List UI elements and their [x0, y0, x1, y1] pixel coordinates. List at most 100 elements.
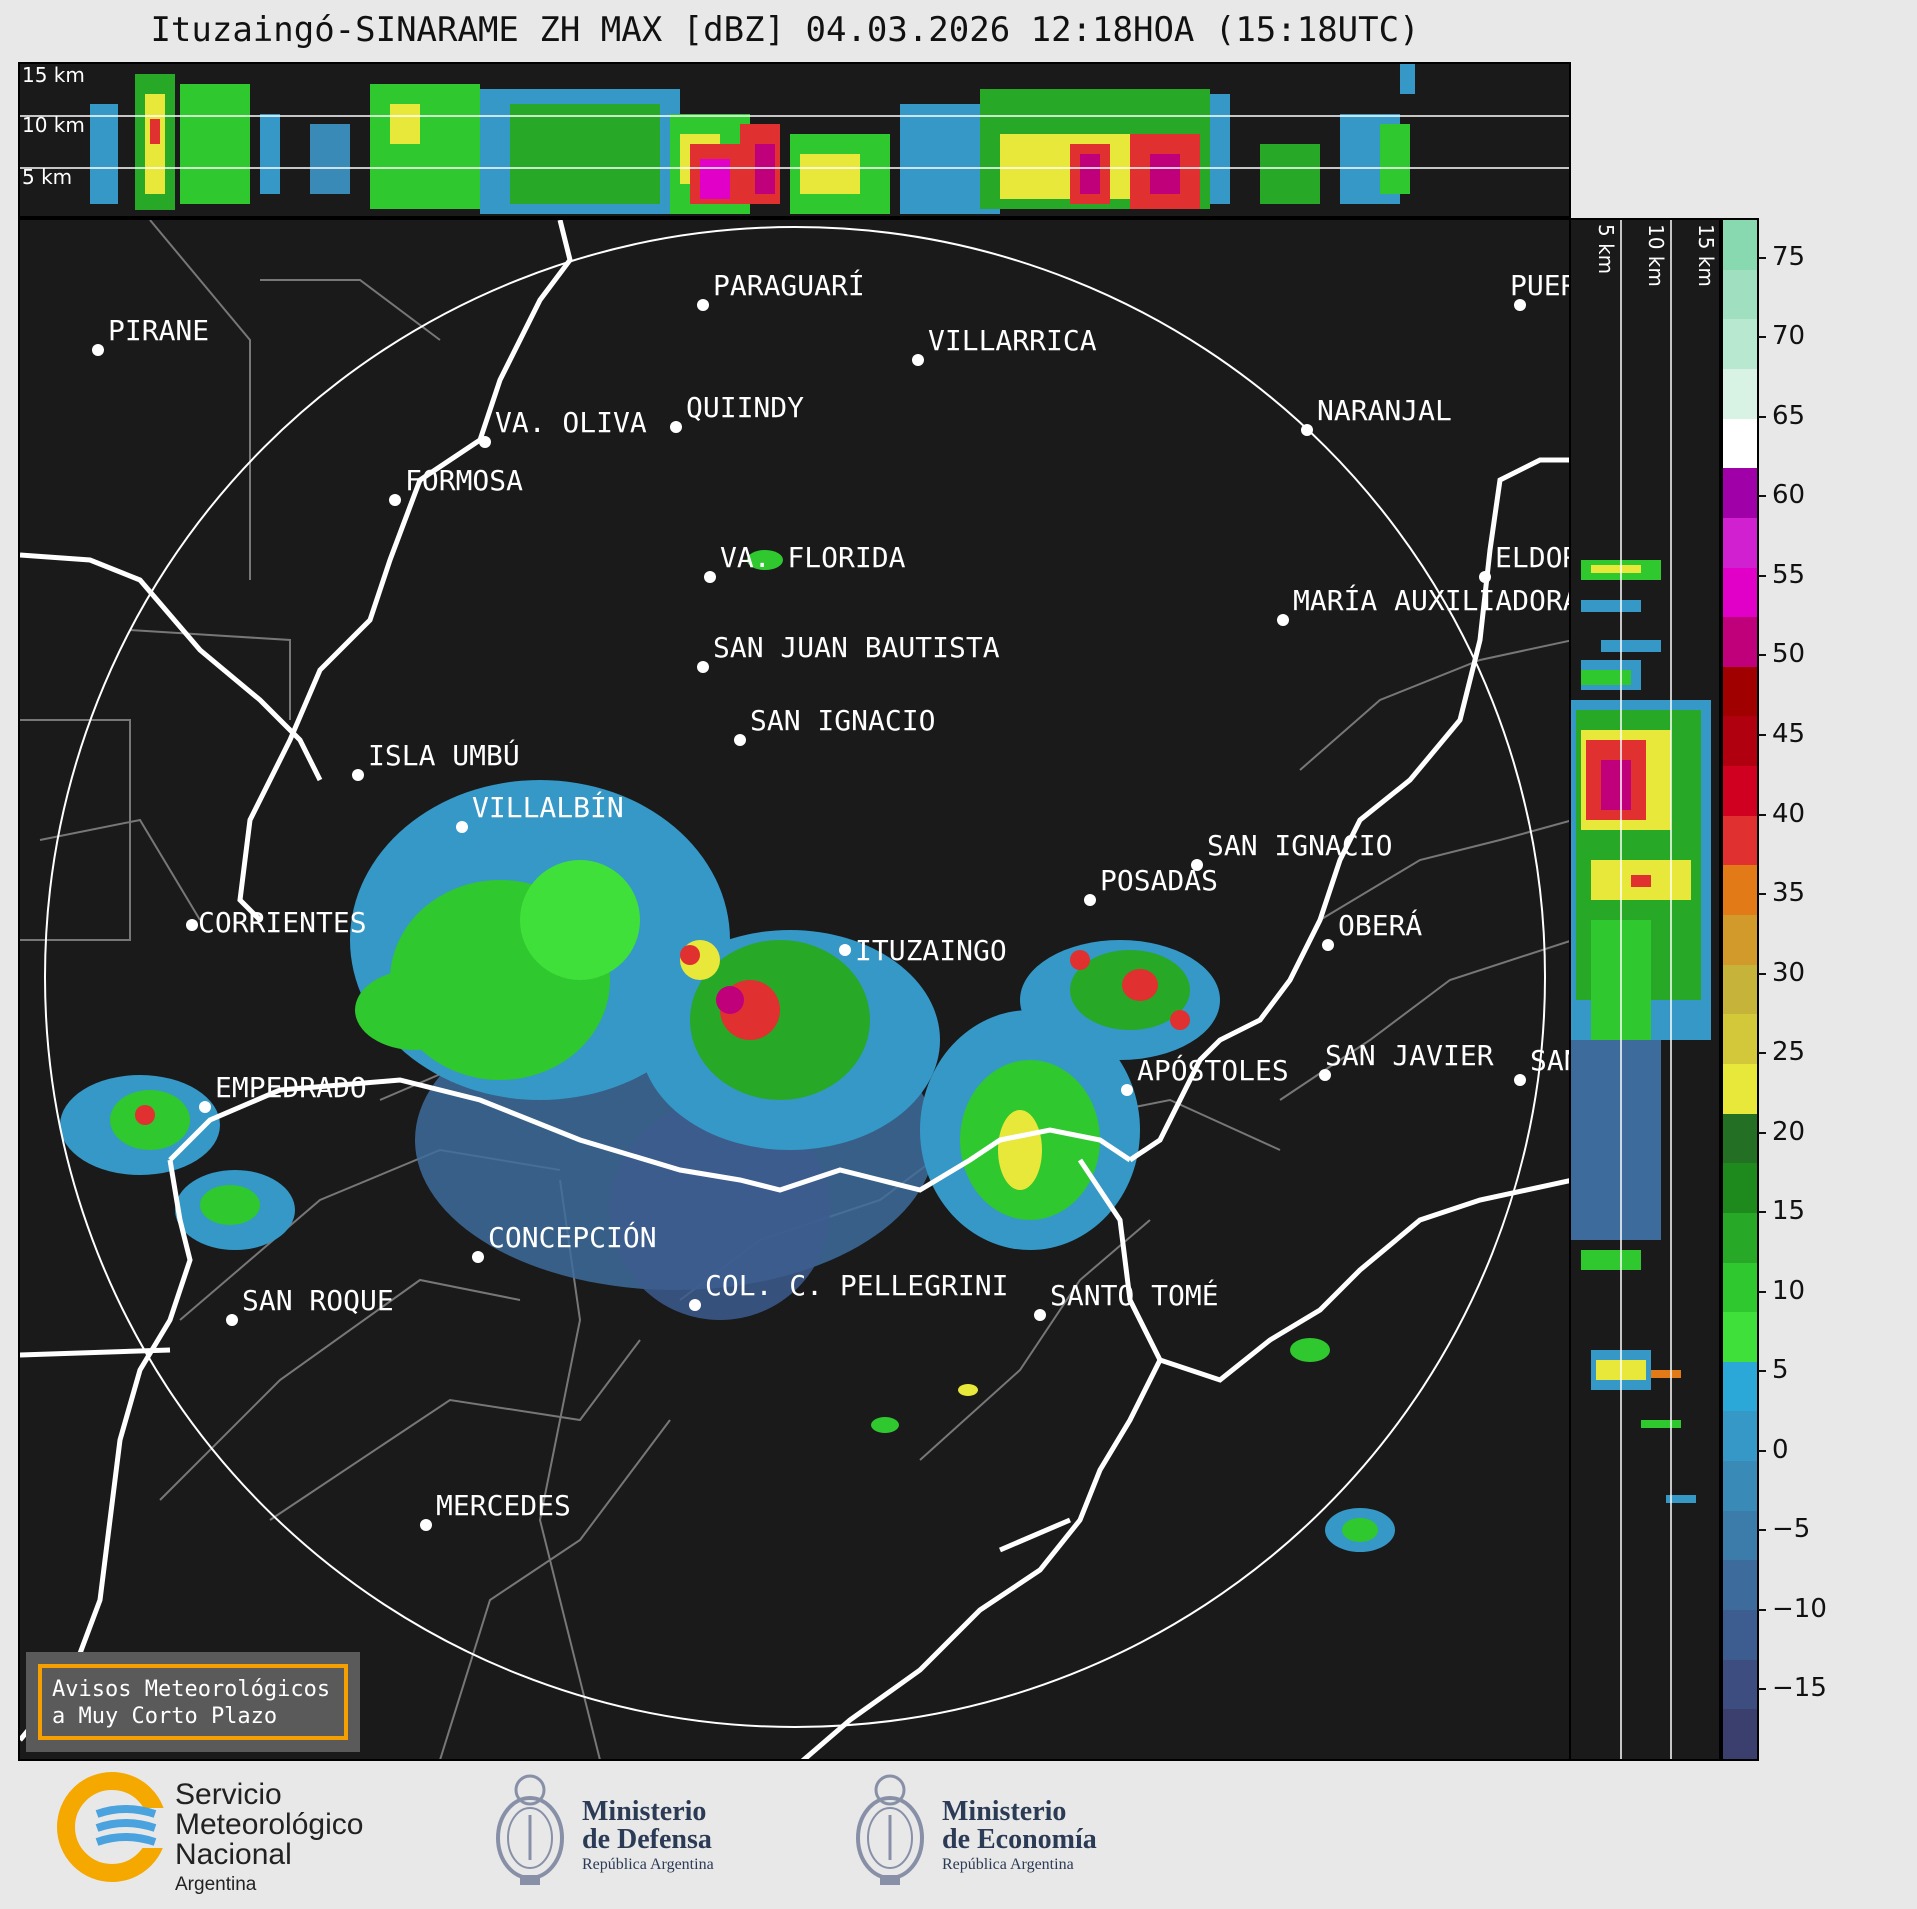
colorbar-tick: 15	[1758, 1196, 1830, 1226]
city-villarrica[interactable]: VILLARRICA	[912, 324, 1097, 366]
city-mercedes[interactable]: MERCEDES	[420, 1489, 571, 1531]
colorbar-segment	[1723, 915, 1757, 966]
side-alt-label-10km: 10 km	[1644, 224, 1668, 287]
city-formosa[interactable]: FORMOSA	[389, 464, 523, 506]
colorbar-segment	[1723, 1461, 1757, 1512]
city-santo-tome[interactable]: SANTO TOMÉ	[1034, 1278, 1219, 1321]
city-san-javier[interactable]: SAN JAVIER	[1319, 1039, 1494, 1081]
svg-text:SAN PEDRO: SAN PEDRO	[1530, 1044, 1571, 1077]
svg-text:POSADAS: POSADAS	[1100, 864, 1218, 897]
svg-text:ELDORADO: ELDORADO	[1495, 541, 1571, 574]
colorbar-tick: 20	[1758, 1117, 1830, 1147]
city-obera[interactable]: OBERÁ	[1322, 908, 1422, 951]
economia-line-3: República Argentina	[942, 1856, 1074, 1873]
notice-line-2: a Muy Corto Plazo	[52, 1704, 278, 1729]
colorbar-segment	[1723, 964, 1757, 1016]
colorbar-segment	[1723, 468, 1757, 519]
colorbar-tick: −10	[1758, 1594, 1830, 1624]
colorbar-segment	[1723, 617, 1757, 668]
city-villalbin[interactable]: VILLALBÍN	[456, 790, 624, 833]
colorbar-segment	[1723, 1113, 1757, 1165]
colorbar-segment	[1723, 1709, 1757, 1759]
colorbar-segment	[1723, 865, 1757, 917]
colorbar-tick: 65	[1758, 401, 1830, 431]
svg-text:FORMOSA: FORMOSA	[405, 464, 523, 497]
svg-text:PIRANE: PIRANE	[108, 314, 209, 347]
svg-text:CORRIENTES: CORRIENTES	[198, 906, 367, 939]
colorbar-tick: 50	[1758, 639, 1830, 669]
colorbar-tick: 10	[1758, 1276, 1830, 1306]
colorbar-segment	[1723, 1212, 1757, 1264]
colorbar-tick: 30	[1758, 958, 1830, 988]
colorbar-segment	[1723, 567, 1757, 619]
svg-text:CONCEPCIÓN: CONCEPCIÓN	[488, 1220, 657, 1254]
colorbar-segment	[1723, 220, 1757, 271]
city-isla-umbu[interactable]: ISLA UMBÚ	[352, 738, 520, 781]
colorbar-tick: 75	[1758, 242, 1830, 272]
top-alt-label-10km: 10 km	[22, 113, 85, 137]
svg-text:VILLALBÍN: VILLALBÍN	[472, 790, 624, 824]
ministerio-economia-text: Ministerio de Economía República Argenti…	[942, 1798, 1097, 1874]
city-apostoles[interactable]: APÓSTOLES	[1121, 1053, 1289, 1096]
svg-text:VA. OLIVA: VA. OLIVA	[495, 406, 647, 439]
city-naranjal[interactable]: NARANJAL	[1301, 394, 1452, 436]
colorbar-segment	[1723, 1610, 1757, 1661]
city-corrientes[interactable]: CORRIENTES	[186, 906, 367, 939]
city-ituzaingo[interactable]: ITUZAINGO	[839, 934, 1007, 967]
side-alt-label-5km: 5 km	[1594, 224, 1618, 274]
colorbar-segment	[1723, 1262, 1757, 1314]
city-empedrado[interactable]: EMPEDRADO	[199, 1071, 367, 1113]
top-cross-section-panel: 15 km 10 km 5 km	[18, 62, 1571, 218]
city-puerto-iguazu[interactable]: PUERTO IGUAZÚ	[1510, 268, 1571, 311]
page-title: Ituzaingó-SINARAME ZH MAX [dBZ] 04.03.20…	[150, 10, 1420, 50]
radar-map-svg: PIRANE PARAGUARÍ VILLARRICA QUIINDY VA. …	[20, 220, 1571, 1759]
colorbar-tick: −5	[1758, 1514, 1830, 1544]
smn-line-3: Nacional	[175, 1838, 292, 1871]
side-echo-profile	[1571, 560, 1711, 1503]
national-seal-icon	[496, 1774, 564, 1885]
national-seal-icon	[856, 1774, 924, 1885]
city-va-florida[interactable]: VA. FLORIDA	[704, 541, 906, 583]
smn-line-2: Meteorológico	[175, 1808, 364, 1841]
svg-text:SAN JUAN BAUTISTA: SAN JUAN BAUTISTA	[713, 631, 1000, 664]
city-san-ignacio-py[interactable]: SAN IGNACIO	[734, 704, 935, 746]
svg-text:ISLA UMBÚ: ISLA UMBÚ	[368, 738, 520, 772]
city-markers: PIRANE PARAGUARÍ VILLARRICA QUIINDY VA. …	[92, 268, 1571, 1531]
notice-box[interactable]: Avisos Meteorológicos a Muy Corto Plazo	[26, 1652, 360, 1752]
colorbar-segment	[1723, 269, 1757, 321]
city-va-oliva[interactable]: VA. OLIVA	[479, 406, 647, 448]
city-eldorado[interactable]: ELDORADO	[1479, 541, 1571, 583]
city-posadas[interactable]: POSADAS	[1084, 864, 1218, 906]
city-quiindy[interactable]: QUIINDY	[670, 391, 804, 433]
city-maria-auxiliadora[interactable]: MARÍA AUXILIADORA	[1277, 583, 1571, 626]
smn-logo-icon	[57, 1772, 169, 1882]
colorbar-tick: 35	[1758, 878, 1830, 908]
defensa-line-3: República Argentina	[582, 1856, 714, 1873]
svg-text:PARAGUARÍ: PARAGUARÍ	[713, 268, 865, 302]
svg-text:MARÍA AUXILIADORA: MARÍA AUXILIADORA	[1293, 583, 1571, 617]
side-cross-section-svg: 5 km 10 km 15 km	[1571, 220, 1718, 1759]
city-concepcion[interactable]: CONCEPCIÓN	[472, 1220, 657, 1263]
economia-line-1: Ministerio	[942, 1796, 1067, 1827]
defensa-line-1: Ministerio	[582, 1796, 707, 1827]
radar-map-panel: PIRANE PARAGUARÍ VILLARRICA QUIINDY VA. …	[18, 218, 1571, 1761]
city-pirane[interactable]: PIRANE	[92, 314, 209, 356]
colorbar-tick: 45	[1758, 719, 1830, 749]
notice-inner: Avisos Meteorológicos a Muy Corto Plazo	[38, 1664, 348, 1740]
city-san-pedro[interactable]: SAN PEDRO	[1514, 1044, 1571, 1086]
city-col-pellegrini[interactable]: COL. C. PELLEGRINI	[689, 1269, 1008, 1311]
colorbar-segment	[1723, 319, 1757, 370]
notice-line-1: Avisos Meteorológicos	[52, 1677, 331, 1702]
side-cross-section-panel: 5 km 10 km 15 km	[1569, 218, 1721, 1761]
colorbar-segment	[1723, 1361, 1757, 1413]
city-paraguari[interactable]: PARAGUARÍ	[697, 268, 865, 311]
city-san-ignacio-ar[interactable]: SAN IGNACIO	[1191, 829, 1392, 871]
colorbar-segment	[1723, 1014, 1757, 1065]
colorbar-segment	[1723, 766, 1757, 817]
radar-range-ring	[44, 226, 1546, 1728]
city-san-juan-bautista[interactable]: SAN JUAN BAUTISTA	[697, 631, 1000, 673]
colorbar-segment	[1723, 1063, 1757, 1115]
colorbar-tick: 60	[1758, 480, 1830, 510]
city-san-roque[interactable]: SAN ROQUE	[226, 1284, 394, 1326]
top-cross-section-svg: 15 km 10 km 5 km	[20, 64, 1569, 214]
